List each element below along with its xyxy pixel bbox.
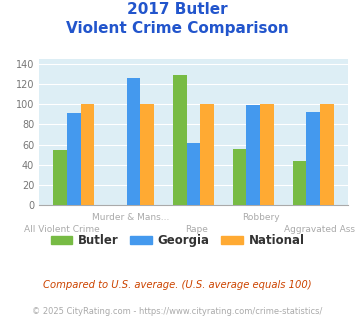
Text: All Violent Crime: All Violent Crime [24, 225, 100, 234]
Legend: Butler, Georgia, National: Butler, Georgia, National [46, 229, 309, 251]
Bar [187, 143, 200, 205]
Bar [81, 105, 94, 205]
Bar [53, 149, 67, 205]
Text: Violent Crime Comparison: Violent Crime Comparison [66, 21, 289, 36]
Text: 2017 Butler: 2017 Butler [127, 2, 228, 16]
Bar [141, 105, 154, 205]
Text: Aggravated Assault: Aggravated Assault [284, 225, 355, 234]
Text: Murder & Mans...: Murder & Mans... [92, 213, 169, 222]
Bar [293, 160, 306, 205]
Bar [246, 106, 260, 205]
Bar [200, 105, 214, 205]
Bar [173, 76, 187, 205]
Text: Robbery: Robbery [242, 213, 280, 222]
Bar [306, 113, 320, 205]
Text: Compared to U.S. average. (U.S. average equals 100): Compared to U.S. average. (U.S. average … [43, 280, 312, 290]
Text: © 2025 CityRating.com - https://www.cityrating.com/crime-statistics/: © 2025 CityRating.com - https://www.city… [32, 307, 323, 316]
Bar [320, 105, 334, 205]
Bar [233, 148, 246, 205]
Text: Rape: Rape [186, 225, 208, 234]
Bar [127, 79, 141, 205]
Bar [67, 114, 81, 205]
Bar [260, 105, 274, 205]
